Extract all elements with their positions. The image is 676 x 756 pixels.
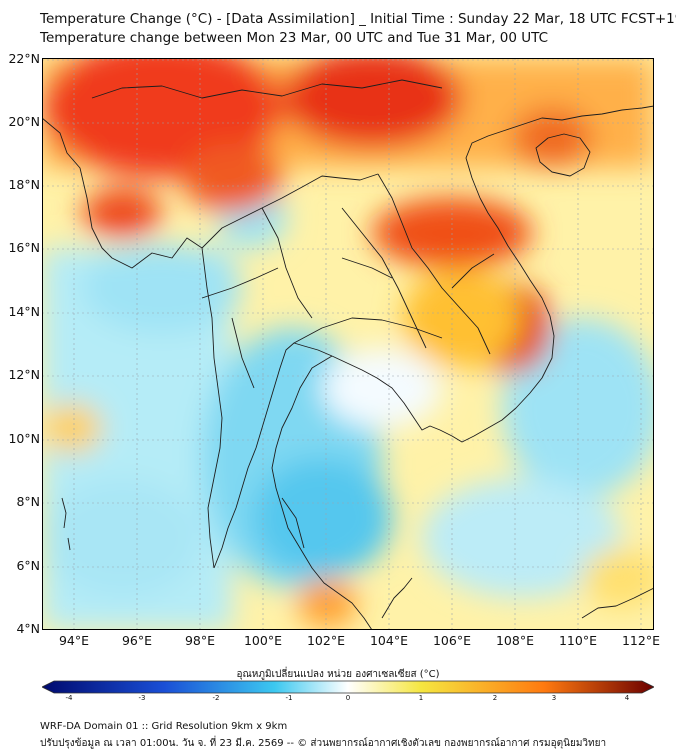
colorbar-tick: 0 [345, 694, 351, 702]
graticule [42, 58, 654, 630]
lon-label-106e: 106°E [432, 633, 471, 648]
footer-model-info: WRF-DA Domain 01 :: Grid Resolution 9km … [40, 721, 288, 732]
lon-label-102e: 102°E [306, 633, 345, 648]
colorbar-tick: 4 [624, 694, 630, 702]
lat-label-8n: 8°N [16, 494, 40, 509]
colorbar-tick: -1 [285, 694, 293, 702]
temperature-field [42, 58, 654, 630]
lat-label-22n: 22°N [8, 51, 40, 66]
map-subtitle: Temperature change between Mon 23 Mar, 0… [40, 30, 549, 46]
colorbar-tick: -2 [212, 694, 220, 702]
map-title: Temperature Change (°C) - [Data Assimila… [40, 11, 676, 27]
lon-label-110e: 110°E [558, 633, 597, 648]
lat-label-14n: 14°N [8, 304, 40, 319]
colorbar-tick: 3 [551, 694, 557, 702]
temperature-change-map [42, 58, 654, 630]
lat-label-20n: 20°N [8, 114, 40, 129]
footer-update-info: ปรับปรุงข้อมูล ณ เวลา 01:00น. วัน จ. ที่… [40, 738, 607, 749]
lat-label-6n: 6°N [16, 558, 40, 573]
colorbar-tick: 2 [492, 694, 498, 702]
lon-label-100e: 100°E [243, 633, 282, 648]
lon-label-108e: 108°E [495, 633, 534, 648]
lat-label-16n: 16°N [8, 240, 40, 255]
lon-label-96e: 96°E [121, 633, 153, 648]
lon-label-104e: 104°E [369, 633, 408, 648]
lat-label-18n: 18°N [8, 177, 40, 192]
lon-label-112e: 112°E [621, 633, 660, 648]
lat-label-4n: 4°N [16, 621, 40, 636]
colorbar-tick: 1 [418, 694, 424, 702]
colorbar-tick: -3 [138, 694, 146, 702]
lat-label-10n: 10°N [8, 431, 40, 446]
colorbar [42, 680, 654, 694]
colorbar-tick: -4 [65, 694, 73, 702]
colorbar-label: อุณหภูมิเปลี่ยนแปลง หน่วย องศาเซลเซียส (… [236, 669, 440, 680]
lon-label-98e: 98°E [184, 633, 216, 648]
lat-label-12n: 12°N [8, 367, 40, 382]
lon-label-94e: 94°E [58, 633, 90, 648]
coastlines-and-borders [42, 79, 654, 630]
